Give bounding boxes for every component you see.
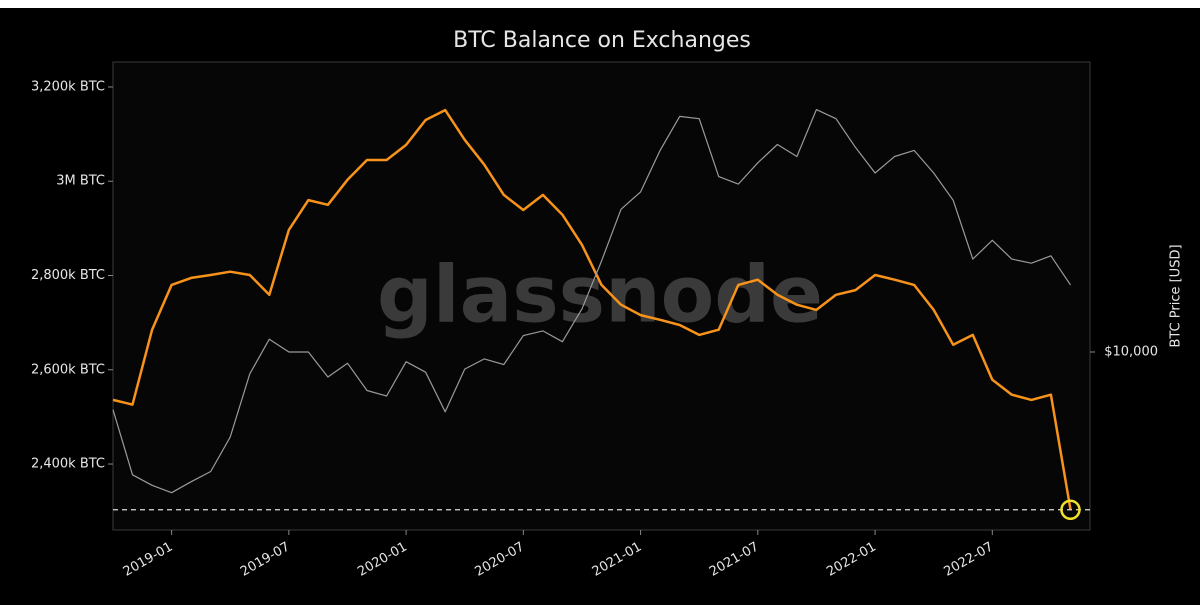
y-tick-label: 2,600k BTC [31,362,105,377]
series-line [112,109,1071,494]
plot-area [112,61,1091,531]
y-tick-label: 3M BTC [56,174,105,189]
top-strip [0,0,1200,8]
series-line [112,108,1072,510]
y2-tick-label: $10,000 [1104,344,1158,359]
y-tick-label: 2,800k BTC [31,268,105,283]
y-tick-label: 2,400k BTC [31,457,105,472]
chart-title: BTC Balance on Exchanges [453,28,751,53]
y-tick-label: 3,200k BTC [31,79,105,94]
low-marker [1060,499,1081,520]
y2-axis-label: BTC Price [USD] [1169,244,1184,347]
